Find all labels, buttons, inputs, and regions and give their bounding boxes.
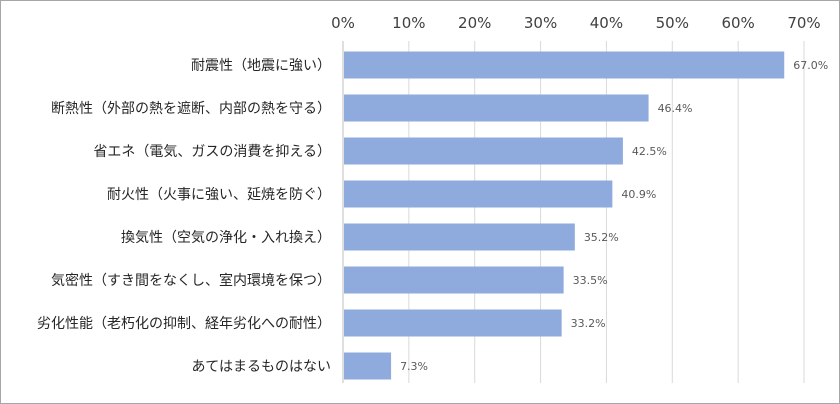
category-label: 気密性（すき間をなくし、室内環境を保つ）: [51, 272, 331, 289]
category-label: あてはまるものはない: [192, 359, 331, 375]
x-tick-label: 40%: [590, 14, 623, 32]
category-label: 劣化性能（老朽化の抑制、経年劣化への耐性）: [37, 316, 331, 332]
x-tick-label: 20%: [458, 14, 491, 32]
data-label: 67.0%: [793, 59, 828, 72]
data-label: 42.5%: [632, 145, 667, 158]
data-labels: 67.0% 46.4% 42.5% 40.9% 35.2% 33.5% 33.2% 7.3%: [400, 59, 828, 373]
data-label: 40.9%: [621, 188, 656, 201]
bar: [344, 94, 649, 122]
category-labels: 耐震性（地震に強い） 断熱性（外部の熱を遮断、内部の熱を守る） 省エネ（電気、ガスの…: [37, 58, 331, 375]
bar: [344, 352, 392, 380]
bar: [344, 309, 562, 337]
x-tick-label: 30%: [524, 14, 557, 32]
data-label: 33.5%: [573, 274, 608, 287]
bars: [344, 51, 785, 380]
x-tick-label: 0%: [331, 14, 355, 32]
x-tick-label: 60%: [721, 14, 754, 32]
category-label: 耐震性（地震に強い）: [191, 58, 331, 74]
data-label: 46.4%: [658, 102, 693, 115]
x-tick-label: 50%: [656, 14, 689, 32]
category-label: 省エネ（電気、ガスの消費を抑える）: [93, 144, 331, 160]
bar: [344, 180, 613, 208]
bar: [344, 223, 575, 251]
category-label: 換気性（空気の浄化・入れ換え）: [121, 230, 331, 246]
bar: [344, 51, 785, 79]
bar: [344, 266, 564, 294]
data-label: 7.3%: [400, 360, 428, 373]
x-tick-label: 70%: [787, 14, 820, 32]
data-label: 35.2%: [584, 231, 619, 244]
bar: [344, 137, 623, 165]
x-tick-labels: 0% 10% 20% 30% 40% 50% 60% 70%: [331, 14, 821, 32]
data-label: 33.2%: [571, 317, 606, 330]
category-label: 断熱性（外部の熱を遮断、内部の熱を守る）: [51, 101, 331, 117]
x-tick-label: 10%: [392, 14, 425, 32]
category-label: 耐火性（火事に強い、延焼を防ぐ）: [107, 187, 331, 203]
